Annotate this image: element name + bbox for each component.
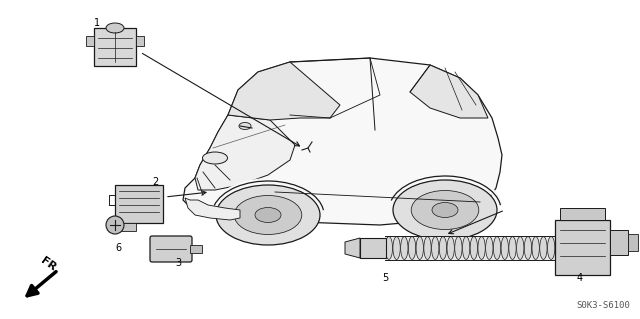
Bar — [555, 220, 610, 275]
Text: 4: 4 — [577, 273, 583, 283]
Ellipse shape — [532, 237, 540, 259]
Ellipse shape — [412, 190, 479, 229]
Ellipse shape — [493, 237, 500, 259]
Ellipse shape — [516, 237, 524, 259]
Ellipse shape — [385, 237, 392, 259]
Polygon shape — [228, 62, 340, 120]
Bar — [628, 234, 638, 251]
Ellipse shape — [470, 237, 477, 259]
Text: 2: 2 — [152, 177, 158, 187]
Ellipse shape — [393, 237, 400, 259]
Ellipse shape — [540, 237, 547, 259]
Polygon shape — [560, 208, 605, 220]
Ellipse shape — [486, 237, 493, 259]
Ellipse shape — [439, 237, 447, 259]
Bar — [360, 238, 386, 258]
Text: 3: 3 — [175, 258, 181, 268]
Ellipse shape — [432, 203, 458, 218]
Ellipse shape — [255, 207, 281, 222]
Ellipse shape — [393, 180, 497, 240]
Ellipse shape — [234, 196, 302, 234]
Ellipse shape — [106, 23, 124, 33]
Text: 6: 6 — [115, 243, 121, 253]
Bar — [136, 36, 144, 46]
Ellipse shape — [239, 122, 251, 130]
Ellipse shape — [431, 237, 439, 259]
Ellipse shape — [416, 237, 424, 259]
Polygon shape — [345, 238, 360, 258]
Ellipse shape — [408, 237, 416, 259]
Ellipse shape — [447, 237, 454, 259]
Bar — [190, 245, 202, 253]
FancyBboxPatch shape — [150, 236, 192, 262]
Text: S0K3-S6100: S0K3-S6100 — [576, 301, 630, 310]
Text: 1: 1 — [94, 18, 100, 28]
Ellipse shape — [463, 237, 470, 259]
Ellipse shape — [501, 237, 508, 259]
Ellipse shape — [547, 237, 555, 259]
Bar — [121, 223, 136, 231]
Ellipse shape — [478, 237, 485, 259]
Ellipse shape — [524, 237, 532, 259]
Text: 5: 5 — [382, 273, 388, 283]
Bar — [115, 185, 163, 223]
Circle shape — [106, 216, 124, 234]
Bar — [86, 36, 94, 46]
Ellipse shape — [455, 237, 462, 259]
Text: FR.: FR. — [39, 255, 61, 275]
Ellipse shape — [509, 237, 516, 259]
Bar — [385, 236, 555, 260]
Polygon shape — [183, 58, 502, 225]
Ellipse shape — [401, 237, 408, 259]
Bar — [610, 230, 628, 255]
Polygon shape — [410, 65, 488, 118]
Ellipse shape — [424, 237, 431, 259]
Ellipse shape — [216, 185, 320, 245]
Polygon shape — [185, 198, 240, 220]
Bar — [94, 28, 136, 66]
Ellipse shape — [202, 152, 227, 164]
Polygon shape — [195, 115, 295, 190]
